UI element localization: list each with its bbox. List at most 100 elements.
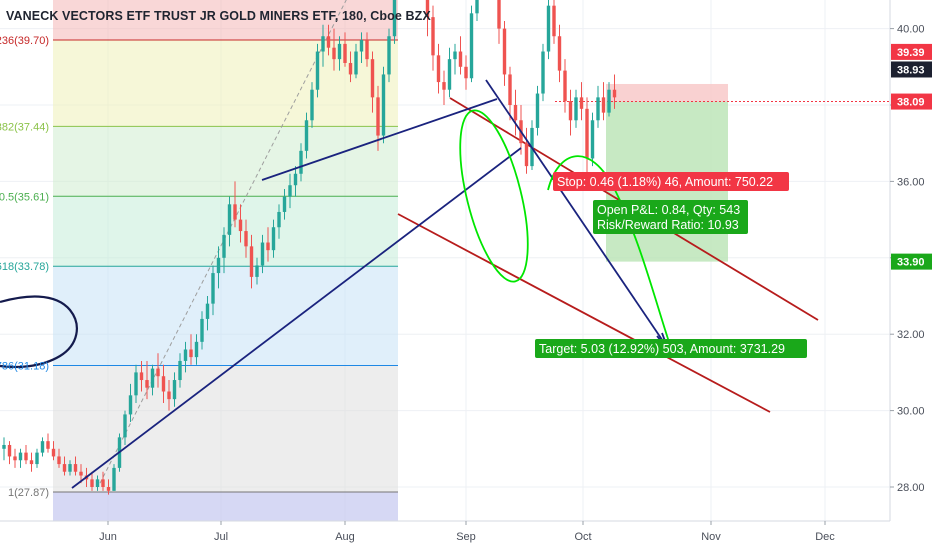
candle-body: [211, 273, 215, 304]
candle-body: [574, 97, 578, 121]
price-label-bg: [891, 93, 932, 110]
highlight-ellipse: [459, 109, 529, 283]
target-label-text: Target: 5.03 (12.92%) 503, Amount: 3731.…: [539, 342, 785, 356]
upper-trend-line: [261, 98, 498, 181]
fib-level-labels: 0(43.35)236(39.70)382(37.44)0.5(35.61)61…: [0, 35, 49, 499]
candle-body: [464, 66, 468, 79]
fib-zone: [53, 266, 398, 366]
position-labels: Stop: 0.46 (1.18%) 46, Amount: 750.22 Ope…: [535, 172, 807, 358]
candle-body: [79, 471, 83, 476]
candle-body: [381, 74, 386, 136]
candle-body: [376, 97, 380, 136]
candle-body: [46, 441, 50, 449]
time-axis[interactable]: Jun Jul Aug Sep Oct Nov Dec: [0, 520, 932, 550]
candle-body: [95, 479, 100, 487]
candle-body: [348, 62, 353, 75]
candle-body: [508, 74, 512, 105]
candle-body: [282, 196, 287, 212]
candle-body: [222, 234, 226, 258]
fib-level-label: 786(31.18): [0, 361, 49, 373]
price-label: 39.39: [897, 47, 925, 59]
candle-body: [326, 36, 331, 48]
candle-body: [18, 452, 23, 461]
candle-body: [337, 43, 342, 60]
circle-annotation: [0, 295, 78, 369]
candle-body: [238, 219, 243, 232]
candle-body: [458, 51, 463, 67]
fib-zone: [53, 365, 398, 492]
price-label: 33.90: [897, 257, 925, 269]
fib-retracement[interactable]: [53, 0, 398, 521]
candle-body: [62, 464, 67, 472]
lower-trend-line: [71, 147, 522, 489]
candle-body: [7, 444, 12, 457]
candle-body: [370, 59, 375, 98]
candle-body: [315, 51, 320, 90]
fib-level-label: 0.5(35.61): [0, 191, 49, 203]
time-tick-label: Nov: [701, 531, 721, 543]
candle-body: [161, 376, 166, 392]
price-label-bg: [891, 253, 932, 270]
candle-body: [178, 360, 182, 381]
price-label: 38.09: [897, 97, 925, 109]
candle-body: [216, 257, 221, 274]
candle-body: [343, 43, 347, 63]
candle-body: [106, 487, 111, 491]
price-tick-label: 28.00: [897, 482, 925, 494]
candle-body: [524, 143, 529, 167]
candle-body: [563, 70, 567, 102]
candle-body: [205, 303, 210, 319]
fib-zone: [53, 0, 398, 41]
candle-body: [392, 0, 397, 37]
candle-body: [436, 55, 441, 83]
stop-label: Stop: 0.46 (1.18%) 46, Amount: 750.22: [553, 172, 789, 191]
candle-body: [431, 17, 435, 56]
candle-body: [233, 204, 237, 220]
candle-body: [535, 93, 540, 128]
candle-body: [260, 242, 265, 266]
time-tick-label: Dec: [815, 531, 835, 543]
candle-body: [590, 120, 595, 159]
price-tick-label: 30.00: [897, 406, 925, 418]
price-tick-label: 36.00: [897, 176, 925, 188]
candle-body: [73, 464, 78, 472]
candle-body: [68, 464, 72, 472]
candle-body: [172, 380, 177, 400]
candle-body: [249, 246, 254, 277]
candle-body: [40, 441, 45, 453]
candle-body: [299, 150, 303, 174]
candle-body: [552, 5, 556, 37]
fib-level-label: 236(39.70): [0, 35, 49, 47]
time-tick-label: Sep: [456, 531, 476, 543]
candle-body: [13, 456, 17, 461]
candle-body: [24, 452, 28, 461]
candle-body: [447, 59, 452, 90]
price-axis-bg: [890, 0, 932, 550]
down-trend-arrow: [485, 79, 668, 348]
candle-body: [2, 444, 6, 449]
time-tick-label: Aug: [335, 531, 355, 543]
candle-body: [277, 211, 281, 228]
candle-body: [453, 51, 457, 60]
target-label: Target: 5.03 (12.92%) 503, Amount: 3731.…: [535, 339, 807, 358]
candle-body: [469, 13, 474, 79]
candle-body: [513, 105, 518, 121]
candle-body: [200, 318, 204, 342]
candle-body: [557, 36, 562, 71]
stop-label-text: Stop: 0.46 (1.18%) 46, Amount: 750.22: [557, 175, 773, 189]
stop-label-bg: [553, 172, 789, 191]
candle-body: [497, 0, 501, 29]
candle-body: [90, 479, 94, 487]
candle-body: [612, 89, 617, 98]
candle-body: [354, 51, 358, 75]
candle-body: [57, 456, 61, 465]
time-tick-label: Jun: [99, 531, 117, 543]
stop-zone: [606, 83, 728, 102]
candle-body: [359, 40, 364, 52]
pl-label-text: Open P&L: 0.84, Qty: 543: [597, 203, 740, 217]
candle-body: [35, 452, 39, 465]
candle-body: [579, 97, 584, 109]
price-axis[interactable]: 28.0030.0032.0034.0036.0038.0040.0042.00…: [889, 0, 932, 550]
